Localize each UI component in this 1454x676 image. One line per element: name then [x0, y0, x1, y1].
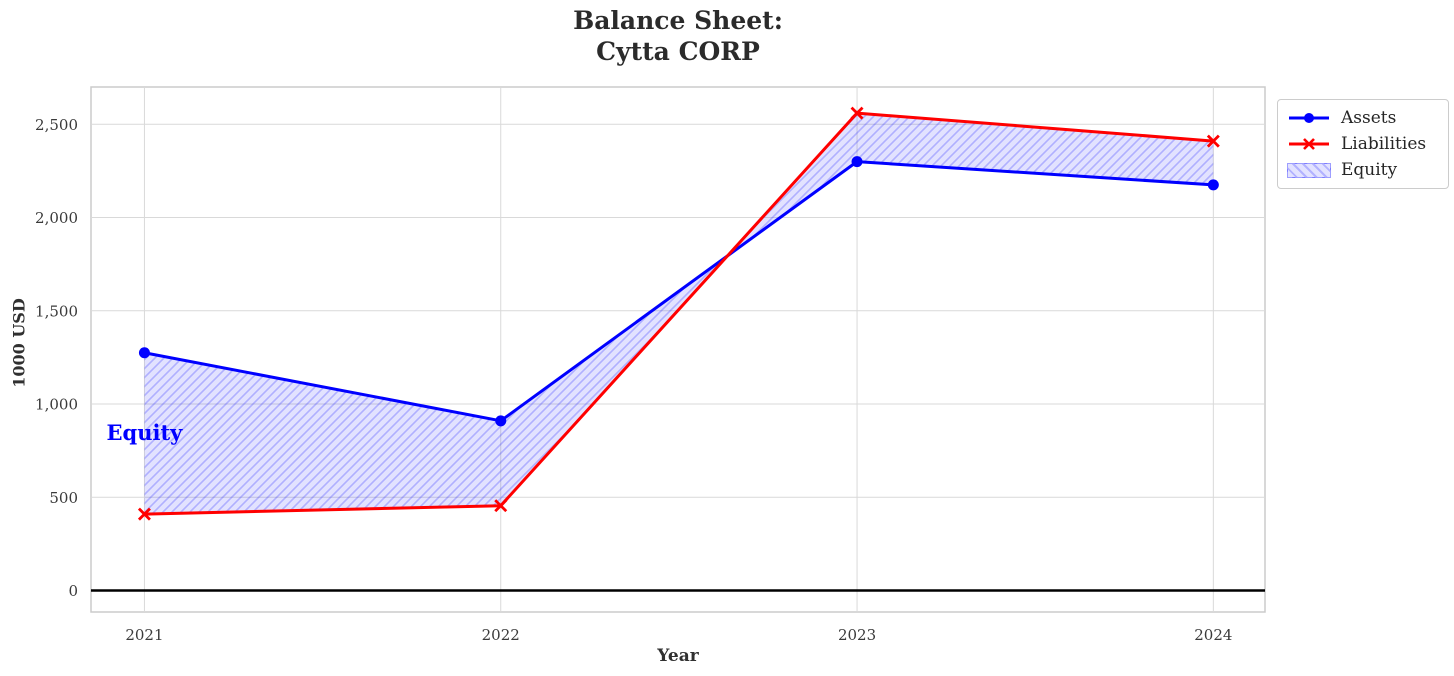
plot-border [90, 86, 1266, 613]
y-tick-label-1,500: 1,500 [35, 302, 78, 320]
y-axis-label: 1000 USD [9, 298, 29, 388]
y-tick-label-1,000: 1,000 [35, 396, 78, 414]
equity-hatched-patch-icon [1287, 162, 1331, 178]
legend-item-label: Liabilities [1341, 134, 1427, 154]
x-tick-label-2023: 2023 [838, 626, 876, 644]
chart-title-line2: Cytta CORP [596, 37, 760, 66]
equity-swatch [1287, 162, 1331, 178]
y-tick-label-500: 500 [49, 489, 78, 507]
y-tick-label-2,500: 2,500 [35, 116, 78, 134]
y-tick-label-2,000: 2,000 [35, 209, 78, 227]
x-tick-label-2021: 2021 [125, 626, 163, 644]
chart-title-line1: Balance Sheet: [573, 6, 783, 35]
legend-item-assets: Assets [1287, 105, 1439, 131]
liabilities-marker-2021 [137, 507, 151, 521]
assets-marker-2023 [851, 156, 863, 168]
assets-marker-2022 [495, 415, 507, 427]
assets-marker-2024 [1207, 179, 1219, 191]
legend-item-liabilities: Liabilities [1287, 131, 1439, 157]
y-tick-label-0: 0 [68, 582, 78, 600]
legend-liabilities-x [1303, 138, 1315, 150]
legend-assets-dot [1304, 113, 1314, 123]
x-axis-label: Year [657, 646, 699, 666]
assets-line-circle-icon [1287, 110, 1331, 126]
liabilities-line-x-icon [1287, 136, 1331, 152]
assets-series-line [144, 160, 1214, 423]
liabilities-marker-2024 [1206, 134, 1220, 148]
legend: Assets Liabilities Equity [1277, 99, 1449, 189]
x-tick-label-2024: 2024 [1194, 626, 1232, 644]
legend-item-equity: Equity [1287, 157, 1439, 183]
chart-title: Balance Sheet: Cytta CORP [573, 5, 783, 67]
equity-fill-area [144, 113, 1214, 515]
legend-item-label: Equity [1341, 160, 1398, 180]
x-tick-label-2022: 2022 [482, 626, 520, 644]
liabilities-series-line [144, 111, 1214, 516]
legend-item-label: Assets [1341, 108, 1397, 128]
assets-marker-2021 [138, 347, 150, 359]
liabilities-marker-2022 [494, 499, 508, 513]
equity-annotation: Equity [107, 420, 184, 445]
liabilities-marker-2023 [850, 106, 864, 120]
